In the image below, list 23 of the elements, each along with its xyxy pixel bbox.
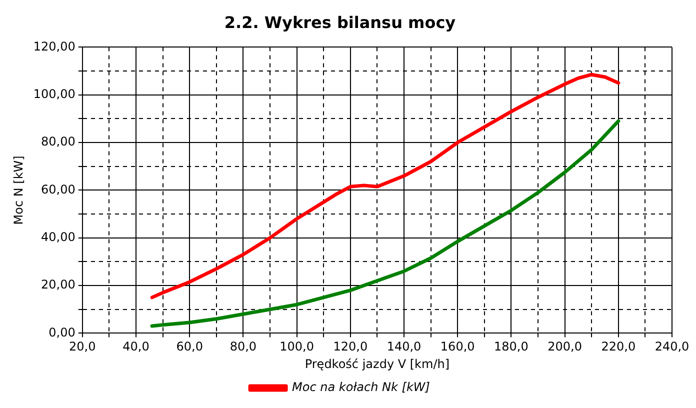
x-tick-label: 120,0 (333, 340, 368, 354)
x-tick-label: 40,0 (122, 340, 150, 354)
x-axis-title: Prędkość jazdy V [km/h] (304, 356, 450, 371)
y-tick-label: 0,00 (48, 325, 76, 340)
x-tick-label: 20,0 (69, 340, 96, 354)
chart-title: 2.2. Wykres bilansu mocy (224, 12, 456, 32)
y-tick-label: 40,00 (41, 230, 76, 244)
legend-label: Moc na kołach Nk [kW] (292, 380, 430, 394)
y-tick-label: 20,00 (41, 278, 76, 292)
x-tick-label: 140,0 (386, 340, 422, 354)
x-tick-label: 100,0 (280, 340, 314, 354)
x-tick-label: 220,0 (601, 340, 636, 354)
x-tick-label: 80,0 (230, 340, 257, 354)
x-tick-label: 180,0 (494, 340, 528, 354)
y-tick-label: 120,00 (33, 39, 76, 54)
x-tick-label: 200,0 (548, 340, 582, 354)
y-tick-label: 100,00 (33, 86, 76, 101)
x-tick-label: 240,0 (654, 340, 690, 354)
y-axis-title: Moc N [kW] (11, 156, 26, 225)
x-tick-label: 60,0 (176, 340, 203, 354)
y-tick-label: 80,00 (41, 134, 76, 149)
y-tick-label: 60,00 (41, 182, 76, 196)
x-tick-label: 160,0 (440, 340, 475, 354)
